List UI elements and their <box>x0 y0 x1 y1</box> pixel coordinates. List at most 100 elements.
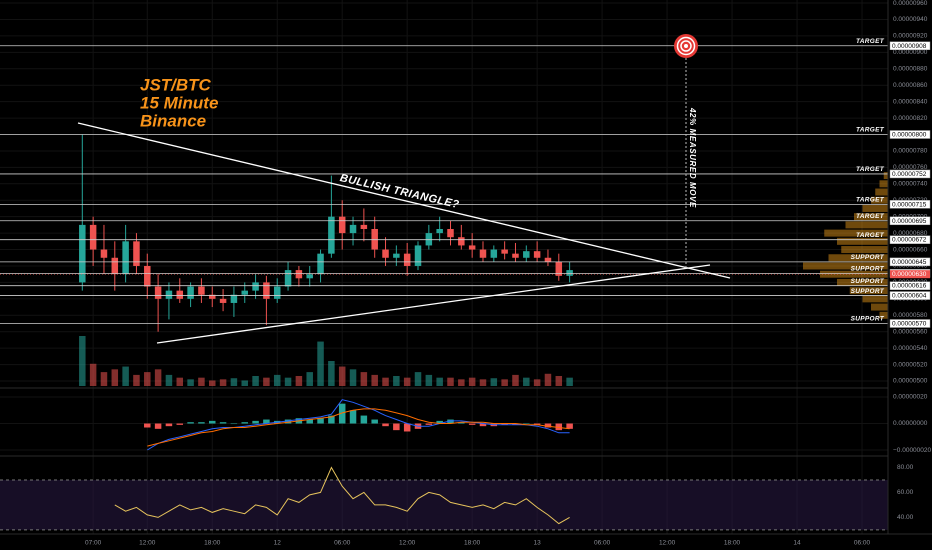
level-tag: TARGET <box>856 197 885 204</box>
level-tag: TARGET <box>856 213 885 220</box>
y-tick-label: 0.00000880 <box>893 65 928 72</box>
y-tick-label: 0.00000740 <box>893 181 928 188</box>
volume-bar <box>403 377 411 386</box>
macd-histogram-bar <box>241 422 248 424</box>
x-tick-label: 18:00 <box>464 540 481 547</box>
candle-body <box>144 265 151 287</box>
y-tick-label: 0.00000520 <box>893 361 928 368</box>
macd-histogram-bar <box>349 410 357 424</box>
y-tick-label: 0.00000780 <box>893 148 928 155</box>
level-tag: TARGET <box>856 166 885 173</box>
candle-body <box>295 270 303 279</box>
volume-profile-bar <box>828 254 888 262</box>
volume-profile-bar <box>841 246 888 254</box>
annotation: Binance <box>140 111 206 130</box>
candle-body <box>555 261 563 276</box>
level-label: 0.00000672 <box>892 237 927 244</box>
candle-body <box>198 286 205 295</box>
measured-move-label: 42% MEASURED MOVE <box>688 107 697 208</box>
x-tick-label: 18:00 <box>724 540 741 547</box>
volume-bar <box>501 379 508 386</box>
candle-body <box>501 249 508 254</box>
candle-body <box>209 294 216 299</box>
level-label: 0.00000715 <box>892 201 927 208</box>
volume-bar <box>100 372 108 386</box>
level-label-box <box>889 257 931 267</box>
candle-body <box>122 241 129 275</box>
macd-histogram-bar <box>198 422 205 424</box>
volume-bar <box>523 377 530 386</box>
candle-body <box>468 245 476 250</box>
y-tick-label: 0.00000560 <box>893 328 928 335</box>
x-tick-label: 07:00 <box>85 540 102 547</box>
level-label-box <box>889 235 931 244</box>
macd-histogram-bar <box>284 419 292 424</box>
annotation: 15 Minute <box>140 93 218 112</box>
x-tick-label: 12 <box>274 540 282 547</box>
volume-bar <box>447 377 454 386</box>
y-tick-label: 0.00000500 <box>893 378 928 385</box>
rsi-line <box>114 466 570 525</box>
volume-bar <box>79 336 86 386</box>
volume-bar <box>393 376 400 386</box>
candle-body <box>512 253 519 258</box>
macd-histogram-bar <box>512 423 519 425</box>
candle-body <box>284 270 292 287</box>
macd-histogram-bar <box>544 423 552 428</box>
x-tick-label: 13 <box>534 540 542 547</box>
y-tick-label: 0.00000920 <box>893 33 928 40</box>
candle-body <box>490 249 498 258</box>
volume-profile-bar <box>879 180 888 188</box>
candle-body <box>566 270 573 276</box>
candle-body <box>165 290 173 299</box>
volume-bar <box>219 379 227 386</box>
candle-body <box>382 249 389 258</box>
volume-profile-bar <box>875 188 888 196</box>
volume-bar <box>252 376 259 386</box>
volume-bar <box>133 374 140 386</box>
level-label-box <box>889 216 931 226</box>
y-tick-label: 0.00000820 <box>893 115 928 122</box>
macd-histogram-bar <box>468 423 476 425</box>
candle-body <box>187 286 194 299</box>
annotation: JST/BTC <box>140 75 212 94</box>
macd-histogram-bar <box>371 419 378 424</box>
volume-bar <box>349 369 357 386</box>
level-tag: SUPPORT <box>851 278 885 285</box>
macd-histogram-bar <box>209 420 216 424</box>
level-label: 0.00000695 <box>892 218 927 225</box>
volume-bar <box>382 377 389 386</box>
candle-body <box>176 290 184 299</box>
macd-histogram-bar <box>165 423 173 427</box>
level-tag: SUPPORT <box>851 316 885 323</box>
x-tick-label: 06:00 <box>334 540 351 547</box>
macd-histogram-bar <box>360 415 368 424</box>
candle-body <box>533 251 541 258</box>
macd-histogram-bar <box>425 423 433 425</box>
level-label: 0.00000570 <box>892 321 927 328</box>
volume-bar <box>414 372 422 386</box>
candle-body <box>338 216 346 234</box>
volume-bar <box>490 378 498 386</box>
volume-bar <box>176 377 184 386</box>
volume-bar <box>436 377 443 386</box>
candle-body <box>89 224 97 250</box>
candle-body <box>447 229 454 238</box>
macd-histogram-bar <box>144 423 151 428</box>
candle-body <box>79 224 86 283</box>
level-label: 0.00000645 <box>892 259 927 266</box>
macd-tick-label: 0.00000020 <box>893 394 928 401</box>
volume-bar <box>317 341 324 386</box>
volume-profile-bar <box>837 278 888 286</box>
volume-bar <box>165 374 173 386</box>
signal-line <box>147 408 570 447</box>
rsi-tick-label: 60.00 <box>897 489 914 496</box>
y-tick-label: 0.00000840 <box>893 98 928 105</box>
x-tick-label: 06:00 <box>854 540 871 547</box>
candle-body <box>436 229 443 234</box>
volume-profile-bar <box>849 287 888 295</box>
y-tick-label: 0.00000960 <box>893 0 928 7</box>
y-tick-label: 0.00000940 <box>893 16 928 23</box>
macd-histogram-bar <box>501 423 508 425</box>
candle-body <box>425 233 433 246</box>
